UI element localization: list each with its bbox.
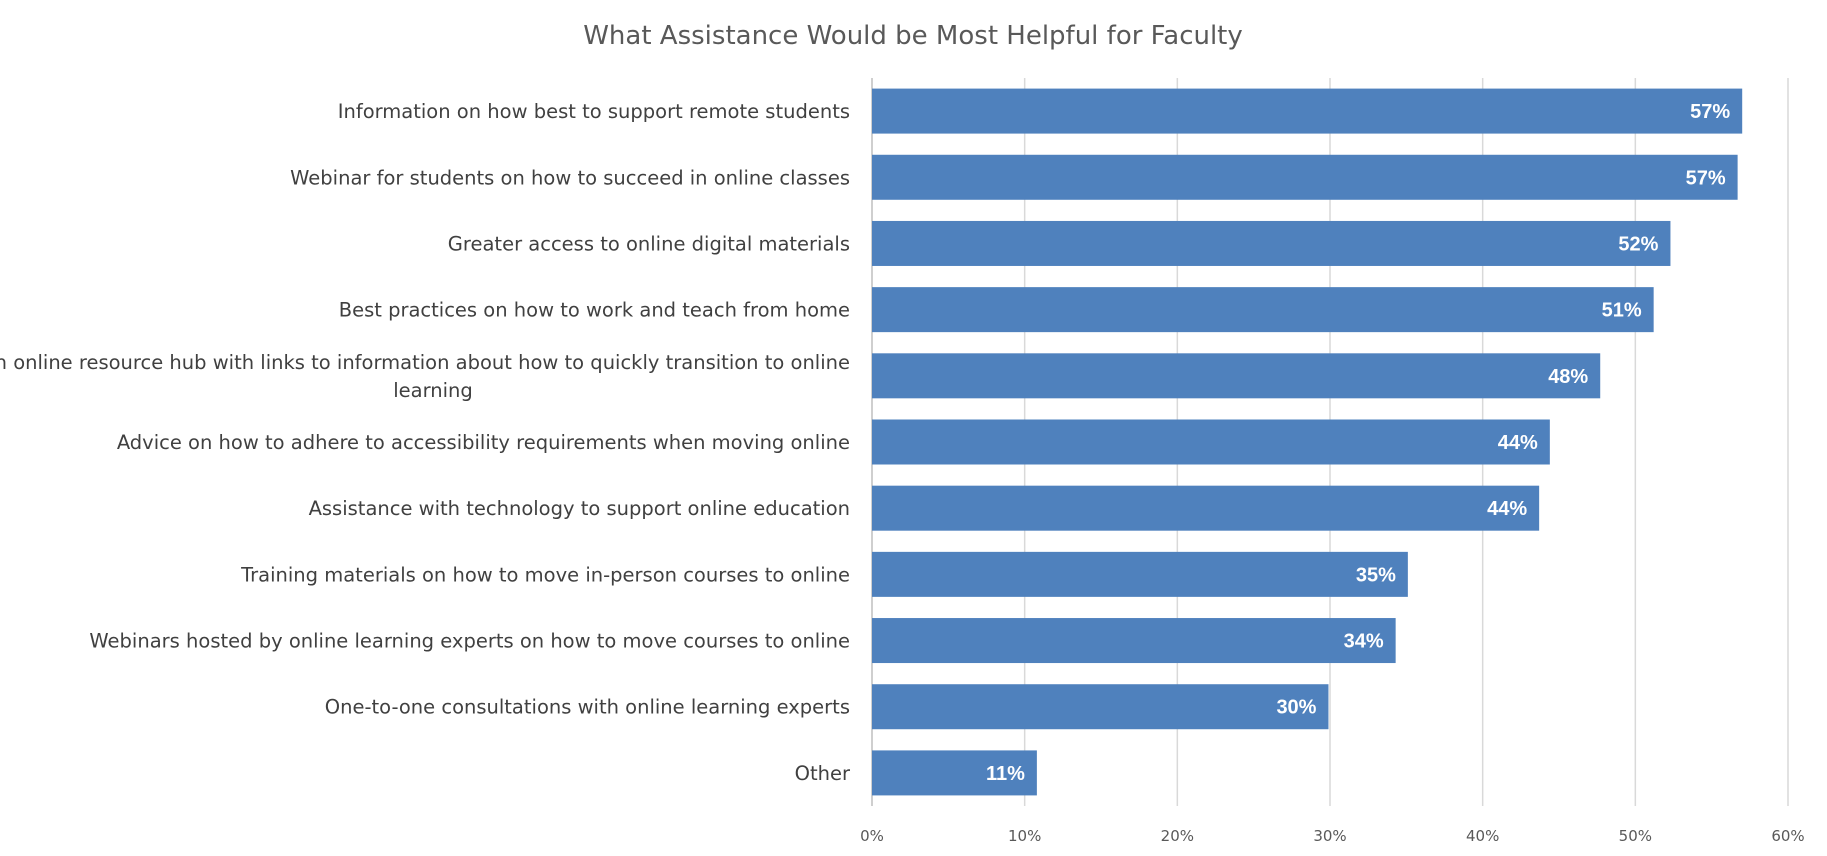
data-label: 44% (1487, 498, 1527, 520)
category-labels: Information on how best to support remot… (0, 100, 851, 785)
data-label: 34% (1344, 631, 1384, 653)
data-label: 57% (1686, 167, 1726, 189)
bar (872, 88, 1743, 134)
bar (872, 154, 1738, 200)
x-tick-label: 40% (1466, 827, 1499, 845)
bar (872, 287, 1654, 333)
category-label: Best practices on how to work and teach … (339, 299, 850, 322)
category-label: Training materials on how to move in-per… (240, 563, 850, 586)
category-label: One-to-one consultations with online lea… (325, 696, 850, 719)
x-tick-label: 60% (1771, 827, 1804, 845)
bar (872, 485, 1540, 531)
data-label: 52% (1618, 233, 1658, 255)
bar (872, 750, 1037, 796)
category-label: Other (795, 762, 851, 785)
data-label: 48% (1548, 366, 1588, 388)
bar (872, 551, 1408, 597)
data-label: 57% (1690, 101, 1730, 123)
bar (872, 419, 1550, 465)
category-label: Advice on how to adhere to accessibility… (117, 431, 850, 454)
x-axis-tick-labels: 0% 10% 20% 30% 40% 50% 60% (860, 827, 1805, 845)
category-label: learning (393, 379, 473, 402)
bar (872, 684, 1329, 730)
data-label: 44% (1498, 432, 1538, 454)
category-label: Greater access to online digital materia… (448, 232, 850, 255)
x-tick-label: 50% (1619, 827, 1652, 845)
data-label: 30% (1276, 697, 1316, 719)
bars (872, 88, 1743, 796)
x-tick-label: 10% (1008, 827, 1041, 845)
data-label: 35% (1356, 564, 1396, 586)
bar (872, 618, 1396, 664)
x-tick-label: 0% (860, 827, 884, 845)
category-label: An online resource hub with links to inf… (0, 351, 850, 374)
bar (872, 353, 1601, 399)
category-label: Webinar for students on how to succeed i… (290, 166, 850, 189)
category-label: Information on how best to support remot… (338, 100, 850, 123)
x-tick-label: 20% (1161, 827, 1194, 845)
category-label: Assistance with technology to support on… (309, 497, 850, 520)
category-label: Webinars hosted by online learning exper… (89, 630, 850, 653)
chart-title: What Assistance Would be Most Helpful fo… (583, 21, 1243, 51)
data-label: 11% (986, 763, 1025, 785)
data-labels: 57% 57% 52% 51% 48% 44% 44% 35% 34% 30% 11% (986, 101, 1730, 785)
bar (872, 220, 1671, 266)
x-tick-label: 30% (1313, 827, 1346, 845)
data-label: 51% (1602, 300, 1642, 322)
